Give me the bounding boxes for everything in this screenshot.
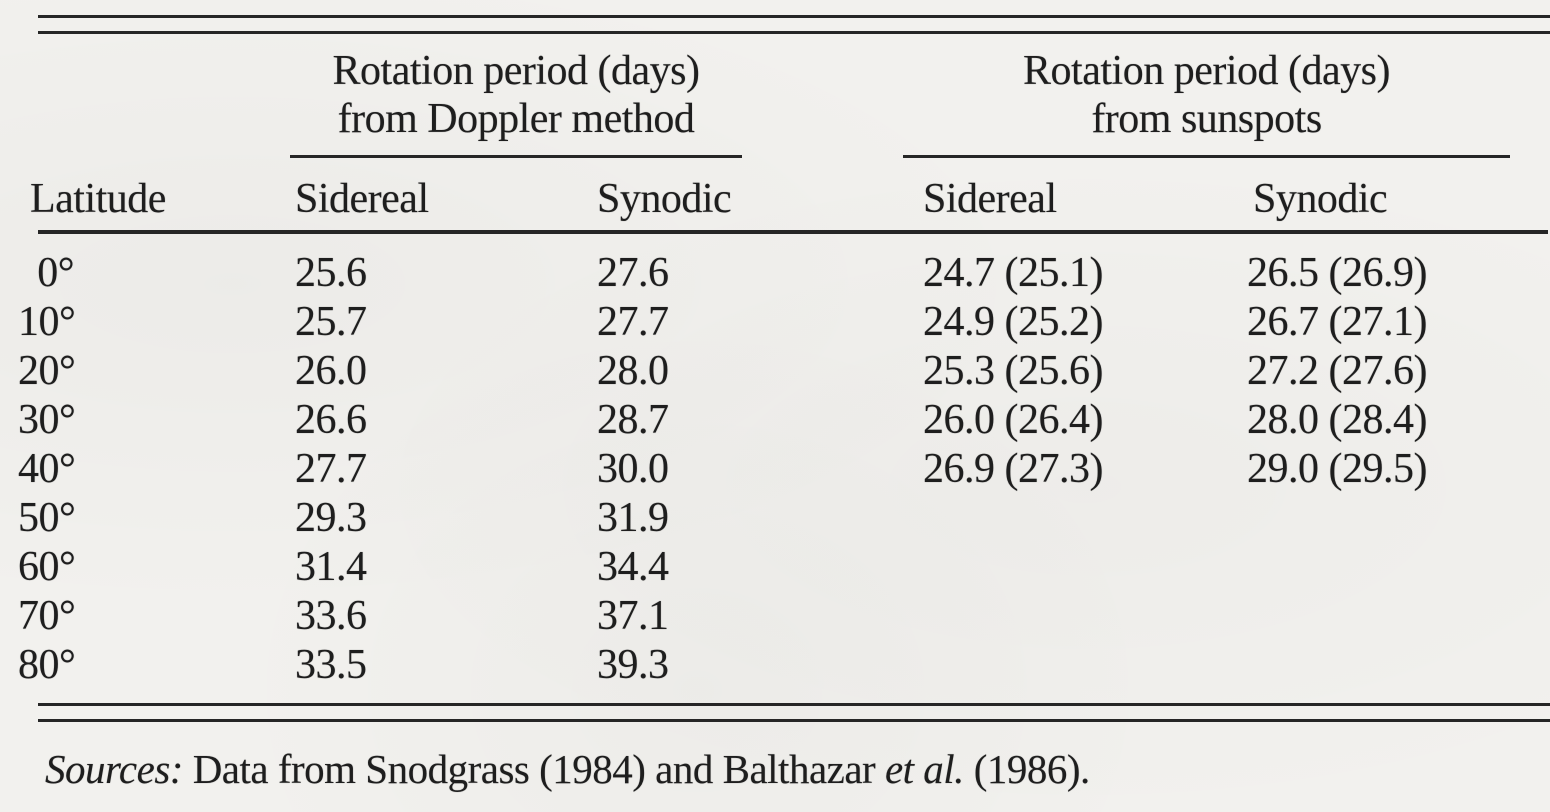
table-bottom-double-rule [38,703,1550,722]
latitude-cell: 60° [18,544,76,590]
latitude-cell: 50° [18,495,76,541]
sunspot-synodic-cell: 26.5 (26.9) [1247,250,1427,296]
latitude-cell: 10° [18,299,76,345]
sources-note: Sources: Data from Snodgrass (1984) and … [45,745,1090,793]
doppler-sidereal-cell: 25.7 [295,299,367,345]
column-header-latitude: Latitude [30,176,166,222]
table-row: 50° 29.3 31.9 [0,495,1550,544]
sunspot-synodic-cell: 28.0 (28.4) [1247,397,1427,443]
sunspot-synodic-cell: 27.2 (27.6) [1247,348,1427,394]
latitude-cell: 80° [18,642,76,688]
sunspot-synodic-cell: 26.7 (27.1) [1247,299,1427,345]
doppler-sidereal-cell: 31.4 [295,544,367,590]
latitude-cell: 30° [18,397,76,443]
doppler-group-header: Rotation period (days) from Doppler meth… [290,47,742,143]
doppler-synodic-cell: 27.6 [597,250,669,296]
doppler-sidereal-cell: 33.5 [295,642,367,688]
table-top-double-rule [38,15,1550,34]
doppler-sidereal-cell: 26.0 [295,348,367,394]
latitude-cell: 0° [37,250,74,296]
sunspot-sidereal-cell: 24.7 (25.1) [923,250,1103,296]
sunspots-group-header-line2: from sunspots [1091,96,1322,142]
column-header-sunspot-sidereal: Sidereal [923,176,1057,222]
table-row: 60° 31.4 34.4 [0,544,1550,593]
header-separator-rule [38,230,1548,234]
doppler-synodic-cell: 31.9 [597,495,669,541]
doppler-synodic-cell: 28.7 [597,397,669,443]
sources-etal: et al. [884,746,964,792]
sources-label: Sources: [45,746,183,792]
table-row: 40° 27.7 30.0 26.9 (27.3) 29.0 (29.5) [0,446,1550,495]
sunspot-sidereal-cell: 24.9 (25.2) [923,299,1103,345]
doppler-group-underline [290,155,742,158]
sunspots-group-header: Rotation period (days) from sunspots [903,47,1510,143]
doppler-synodic-cell: 27.7 [597,299,669,345]
doppler-sidereal-cell: 26.6 [295,397,367,443]
sources-text-before: Data from Snodgrass (1984) and Balthazar [182,746,885,792]
table-row: 30° 26.6 28.7 26.0 (26.4) 28.0 (28.4) [0,397,1550,446]
table-row: 10° 25.7 27.7 24.9 (25.2) 26.7 (27.1) [0,299,1550,348]
sunspot-sidereal-cell: 26.9 (27.3) [923,446,1103,492]
doppler-synodic-cell: 30.0 [597,446,669,492]
sunspot-sidereal-cell: 25.3 (25.6) [923,348,1103,394]
doppler-synodic-cell: 39.3 [597,642,669,688]
sources-text-after: (1986). [963,746,1091,792]
table-row: 0° 25.6 27.6 24.7 (25.1) 26.5 (26.9) [0,250,1550,299]
sunspot-synodic-cell: 29.0 (29.5) [1247,446,1427,492]
table-row: 80° 33.5 39.3 [0,642,1550,691]
column-header-doppler-synodic: Synodic [597,176,732,222]
latitude-cell: 40° [18,446,76,492]
doppler-synodic-cell: 28.0 [597,348,669,394]
column-header-doppler-sidereal: Sidereal [295,176,429,222]
column-header-sunspot-synodic: Synodic [1253,176,1388,222]
doppler-sidereal-cell: 29.3 [295,495,367,541]
doppler-synodic-cell: 34.4 [597,544,669,590]
doppler-group-header-line2: from Doppler method [337,96,695,142]
sunspot-sidereal-cell: 26.0 (26.4) [923,397,1103,443]
sunspots-group-underline [903,155,1510,158]
latitude-cell: 20° [18,348,76,394]
doppler-synodic-cell: 37.1 [597,593,669,639]
table-row: 20° 26.0 28.0 25.3 (25.6) 27.2 (27.6) [0,348,1550,397]
doppler-sidereal-cell: 27.7 [295,446,367,492]
doppler-group-header-line1: Rotation period (days) [332,48,700,94]
table-row: 70° 33.6 37.1 [0,593,1550,642]
doppler-sidereal-cell: 33.6 [295,593,367,639]
doppler-sidereal-cell: 25.6 [295,250,367,296]
latitude-cell: 70° [18,593,76,639]
sunspots-group-header-line1: Rotation period (days) [1023,48,1390,94]
